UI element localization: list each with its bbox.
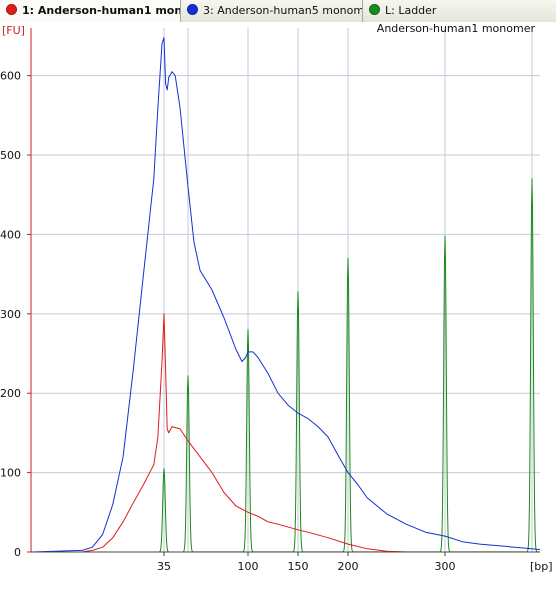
gridlines [31,28,540,552]
red-dot-icon [6,4,17,15]
chart-background [0,22,556,586]
y-tick-labels: 0 100 200 300 400 500 600 [0,70,31,559]
y-tick-label: 100 [0,467,21,480]
x-axis-label: [bp] [530,560,553,573]
electropherogram-chart: 0 100 200 300 400 500 600 35 100 150 200 300 [FU] … [0,22,556,586]
y-tick-label: 200 [0,387,21,400]
x-tick-label: 150 [288,560,309,573]
x-tick-label: 35 [157,560,171,573]
y-tick-label: 500 [0,149,21,162]
series-layer [30,37,541,553]
tab-bar: 1: Anderson-human1 mon... 3: Anderson-hu… [0,0,556,23]
blue-dot-icon [187,4,198,15]
series-line-0 [31,178,541,553]
y-tick-label: 0 [14,546,21,559]
y-tick-label: 300 [0,308,21,321]
y-tick-label: 600 [0,70,21,83]
x-tick-labels: 35 100 150 200 300 [157,552,456,573]
green-dot-icon [369,4,380,15]
x-tick-label: 300 [435,560,456,573]
y-tick-label: 400 [0,228,21,241]
tab-label: 3: Anderson-human5 monomer [203,4,363,17]
tab-sample-3[interactable]: 3: Anderson-human5 monomer [181,0,363,22]
x-tick-label: 100 [238,560,259,573]
series-line-2 [31,313,540,553]
tab-label: 1: Anderson-human1 mon... [22,4,181,17]
series-line-1 [30,37,541,553]
tab-sample-1[interactable]: 1: Anderson-human1 mon... [0,0,181,22]
tab-ladder[interactable]: L: Ladder [363,0,483,22]
chart-title: Anderson-human1 monomer [377,22,536,35]
tab-label: L: Ladder [385,4,437,17]
x-tick-label: 200 [338,560,359,573]
y-axis-label: [FU] [2,24,25,37]
